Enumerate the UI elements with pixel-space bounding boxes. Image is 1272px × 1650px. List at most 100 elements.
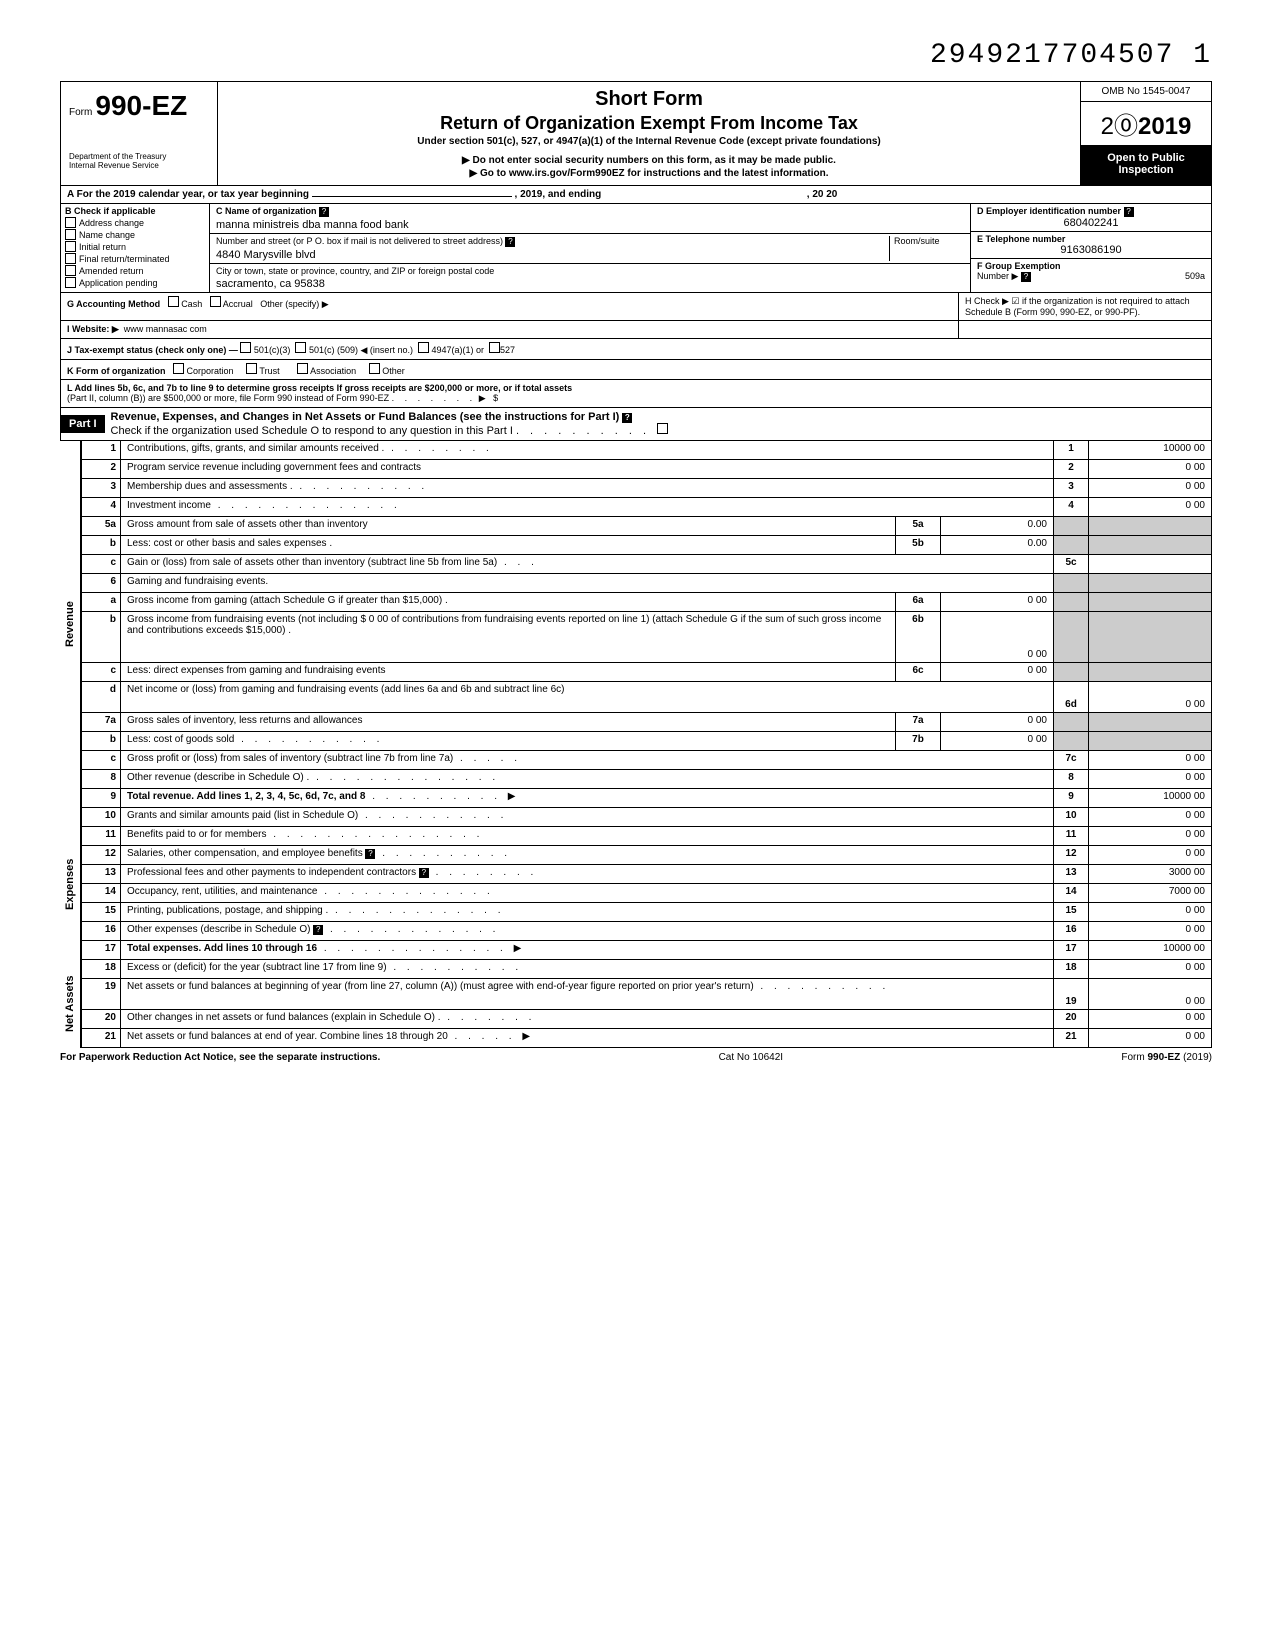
group-value: 509a <box>1185 271 1205 281</box>
phone-value: 9163086190 <box>977 244 1205 256</box>
dept-irs: Internal Revenue Service <box>69 161 209 170</box>
cb-trust[interactable] <box>246 363 257 374</box>
short-form-title: Short Form <box>224 88 1074 111</box>
line-a: A For the 2019 calendar year, or tax yea… <box>60 185 1212 203</box>
open-public: Open to Public <box>1083 152 1209 164</box>
val-2: 0 00 <box>1088 460 1211 478</box>
label-ein: D Employer identification number <box>977 206 1121 216</box>
label-group: F Group Exemption <box>977 261 1061 271</box>
help-icon[interactable]: ? <box>319 207 329 217</box>
row-j: J Tax-exempt status (check only one) — 5… <box>60 338 1212 359</box>
cb-address-change[interactable]: Address change <box>65 217 205 228</box>
val-12: 0 00 <box>1088 846 1211 864</box>
dept-treasury: Department of the Treasury <box>69 152 209 161</box>
cb-501c3[interactable] <box>240 342 251 353</box>
section-c: C Name of organization ? manna ministrei… <box>210 204 971 292</box>
label-phone: E Telephone number <box>977 234 1065 244</box>
help-icon[interactable]: ? <box>1124 207 1134 217</box>
cb-corp[interactable] <box>173 363 184 374</box>
label-accounting: G Accounting Method <box>67 299 160 309</box>
val-19: 0 00 <box>1088 979 1211 1009</box>
inspection-text: Inspection <box>1083 164 1209 176</box>
cb-other[interactable] <box>369 363 380 374</box>
val-20: 0 00 <box>1088 1010 1211 1028</box>
cb-schedule-o[interactable] <box>657 423 668 434</box>
right-box: OMB No 1545-0047 2⓪2019 Open to Public I… <box>1081 82 1211 185</box>
row-g-h: G Accounting Method Cash Accrual Other (… <box>60 292 1212 320</box>
cb-accrual[interactable] <box>210 296 221 307</box>
cb-cash[interactable] <box>168 296 179 307</box>
label-form-org: K Form of organization <box>67 366 166 376</box>
part1-header: Part I Revenue, Expenses, and Changes in… <box>60 408 1212 441</box>
help-icon[interactable]: ? <box>505 237 515 247</box>
org-name: manna ministreis dba manna food bank <box>216 219 964 231</box>
cb-name-change[interactable]: Name change <box>65 229 205 240</box>
net-assets-label: Net Assets <box>60 960 81 1048</box>
help-icon[interactable]: ? <box>1021 272 1031 282</box>
cb-final-return[interactable]: Final return/terminated <box>65 253 205 264</box>
val-6d: 0 00 <box>1088 682 1211 712</box>
cb-4947[interactable] <box>418 342 429 353</box>
website-value: www mannasac com <box>124 324 207 334</box>
label-org-name: C Name of organization <box>216 206 317 216</box>
ein-value: 680402241 <box>977 217 1205 229</box>
revenue-label: Revenue <box>60 441 81 808</box>
label-website: I Website: ▶ <box>67 324 119 334</box>
label-group-num: Number ▶ <box>977 271 1018 281</box>
part1-label: Part I <box>61 415 105 433</box>
col-right: D Employer identification number ? 68040… <box>971 204 1211 292</box>
expenses-section: Expenses 10Grants and similar amounts pa… <box>60 808 1212 960</box>
form-prefix: Form <box>69 107 92 118</box>
cb-initial-return[interactable]: Initial return <box>65 241 205 252</box>
val-10: 0 00 <box>1088 808 1211 826</box>
cb-assoc[interactable] <box>297 363 308 374</box>
cb-pending[interactable]: Application pending <box>65 277 205 288</box>
tax-year: 2⓪2019 <box>1081 102 1211 146</box>
section-b-title: B Check if applicable <box>65 206 205 216</box>
footer-left: For Paperwork Reduction Act Notice, see … <box>60 1052 380 1063</box>
val-21: 0 00 <box>1088 1029 1211 1047</box>
info-grid: B Check if applicable Address change Nam… <box>60 203 1212 292</box>
val-16: 0 00 <box>1088 922 1211 940</box>
val-9: 10000 00 <box>1088 789 1211 807</box>
label-tax-status: J Tax-exempt status (check only one) — <box>67 345 238 355</box>
form-number: 990-EZ <box>95 90 187 121</box>
inst-web: ▶ Go to www.irs.gov/Form990EZ for instru… <box>224 168 1074 179</box>
subtitle: Under section 501(c), 527, or 4947(a)(1)… <box>224 136 1074 147</box>
city-state-zip: sacramento, ca 95838 <box>216 278 964 290</box>
section-b: B Check if applicable Address change Nam… <box>61 204 210 292</box>
revenue-section: Revenue 1Contributions, gifts, grants, a… <box>60 441 1212 808</box>
val-1: 10000 00 <box>1088 441 1211 459</box>
row-k: K Form of organization Corporation Trust… <box>60 359 1212 379</box>
inst-ssn: ▶ Do not enter social security numbers o… <box>224 155 1074 166</box>
val-17: 10000 00 <box>1088 941 1211 959</box>
label-addr: Number and street (or P O. box if mail i… <box>216 236 503 246</box>
cb-527[interactable] <box>489 342 500 353</box>
row-i: I Website: ▶ www mannasac com <box>60 320 1212 338</box>
val-7c: 0 00 <box>1088 751 1211 769</box>
return-title: Return of Organization Exempt From Incom… <box>224 113 1074 134</box>
omb-number: OMB No 1545-0047 <box>1081 82 1211 102</box>
label-room: Room/suite <box>894 236 940 246</box>
help-icon[interactable]: ? <box>622 413 632 423</box>
val-13: 3000 00 <box>1088 865 1211 883</box>
document-number: 2949217704507 1 <box>60 40 1212 71</box>
val-3: 0 00 <box>1088 479 1211 497</box>
section-h-text: H Check ▶ ☑ if the organization is not r… <box>965 296 1190 317</box>
footer-mid: Cat No 10642I <box>719 1052 784 1063</box>
form-id-box: Form 990-EZ Department of the Treasury I… <box>61 82 218 185</box>
inspection-box: Open to Public Inspection <box>1081 146 1211 185</box>
section-l: L Add lines 5b, 6c, and 7b to line 9 to … <box>60 379 1212 408</box>
val-8: 0 00 <box>1088 770 1211 788</box>
val-15: 0 00 <box>1088 903 1211 921</box>
cb-amended[interactable]: Amended return <box>65 265 205 276</box>
val-5c <box>1088 555 1211 573</box>
val-18: 0 00 <box>1088 960 1211 978</box>
expenses-label: Expenses <box>60 808 81 960</box>
form-header: Form 990-EZ Department of the Treasury I… <box>60 81 1212 185</box>
cb-501c[interactable] <box>295 342 306 353</box>
val-4: 0 00 <box>1088 498 1211 516</box>
val-11: 0 00 <box>1088 827 1211 845</box>
title-box: Short Form Return of Organization Exempt… <box>218 82 1081 185</box>
footer: For Paperwork Reduction Act Notice, see … <box>60 1048 1212 1067</box>
